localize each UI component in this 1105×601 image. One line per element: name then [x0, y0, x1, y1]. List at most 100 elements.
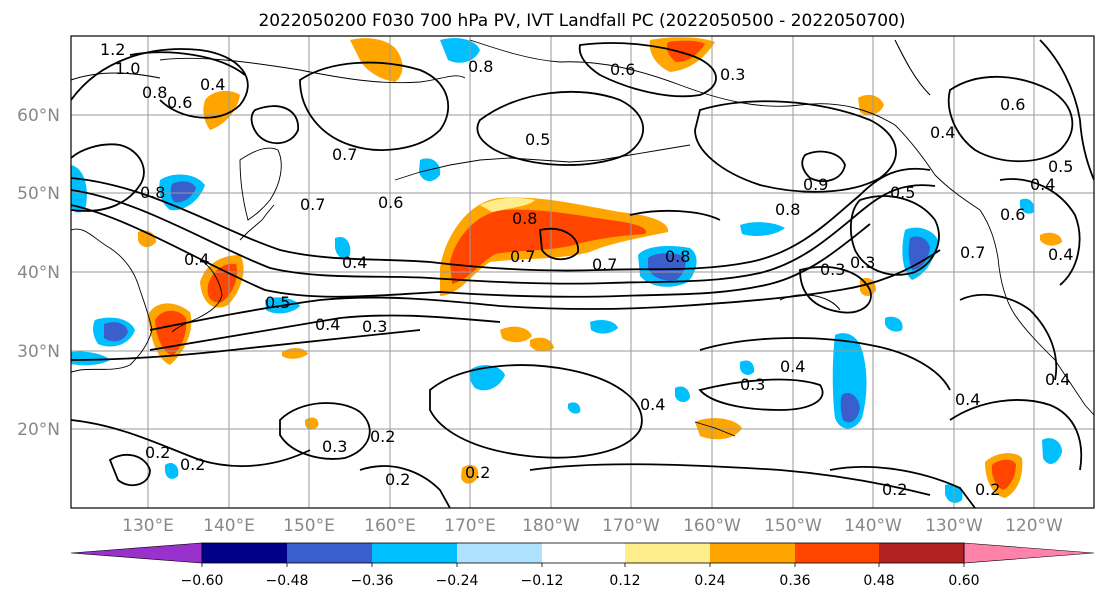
contour-line: [250, 105, 299, 144]
pv-positive-region: [500, 326, 532, 343]
colorbar-tick-label: 0.36: [779, 573, 810, 589]
contour-label: 0.2: [882, 480, 907, 499]
contour-label: 0.2: [385, 470, 410, 489]
contour-line: [279, 402, 371, 460]
aleutian-islands: [394, 144, 691, 181]
contour-label: 0.4: [1048, 245, 1073, 264]
contour-line: [476, 90, 645, 166]
contour-label: 0.4: [780, 357, 805, 376]
contour-label: 0.2: [370, 427, 395, 446]
contour-label: 0.7: [300, 195, 325, 214]
longitude-labels: 130°E 140°E 150°E 160°E 170°E 180°W 170°…: [122, 516, 1063, 536]
colorbar-segment: [287, 543, 372, 563]
pv-negative-region: [1042, 438, 1062, 464]
pv-negative-region: [908, 236, 930, 270]
contour-label: 0.2: [975, 480, 1000, 499]
contour-line: [699, 337, 951, 391]
contour-label: 0.2: [145, 443, 170, 462]
contour-line: [849, 195, 940, 276]
lon-label: 160°E: [364, 516, 416, 536]
contour-label: 0.3: [362, 317, 387, 336]
contour-line: [947, 75, 1074, 163]
lat-label: 60°N: [17, 106, 60, 126]
colorbar-extend-max: [963, 542, 1095, 564]
contour-line: [539, 227, 579, 261]
alaska-coastline: [469, 39, 1094, 416]
contour-label: 0.4: [315, 315, 340, 334]
contour-line: [71, 48, 249, 119]
colorbar-tick-label: 0.60: [948, 573, 979, 589]
contour-label: 0.8: [140, 183, 165, 202]
lon-label: 150°W: [764, 516, 822, 536]
pv-positive-region: [350, 38, 403, 82]
contour-label: 0.5: [525, 130, 550, 149]
pv-negative-region: [885, 316, 903, 332]
hawaii-islands: [694, 421, 736, 437]
pv-negative-region: [840, 392, 860, 423]
colorbar-tick-label: 0.48: [863, 573, 894, 589]
pv-shading: [71, 37, 1062, 503]
colorbar-segment: [795, 543, 879, 563]
contour-label: 0.3: [740, 375, 765, 394]
contour-line: [999, 178, 1081, 286]
pv-positive-region: [666, 40, 705, 62]
contour-label: 1.0: [115, 59, 140, 78]
contour-line: [129, 51, 246, 76]
contour-label: 0.2: [465, 463, 490, 482]
contour-line: [71, 72, 161, 81]
contour-label: 0.4: [184, 250, 209, 269]
contour-line: [149, 249, 941, 331]
pv-negative-region: [568, 402, 581, 414]
pv-negative-region: [648, 253, 686, 281]
lon-label: 170°W: [602, 516, 660, 536]
lon-label: 130°E: [122, 516, 174, 536]
contour-line: [578, 42, 717, 98]
lon-label: 170°E: [444, 516, 496, 536]
lon-label: 180°W: [522, 516, 580, 536]
pv-negative-region: [469, 365, 505, 391]
gridlines: [71, 36, 1094, 508]
colorbar-segment: [625, 543, 710, 563]
latitude-labels: 60°N 50°N 40°N 30°N 20°N: [17, 106, 60, 440]
map-frame: [70, 35, 1095, 509]
contour-label: 0.7: [960, 243, 985, 262]
pv-positive-region: [480, 197, 535, 212]
pv-negative-region: [675, 386, 690, 403]
contour-line: [801, 150, 846, 182]
contour-label: 0.3: [720, 65, 745, 84]
contour-line: [799, 266, 872, 314]
contour-label: 0.5: [890, 183, 915, 202]
pv-negative-region: [740, 360, 755, 375]
pv-positive-region: [450, 209, 646, 284]
contour-label: 0.6: [378, 193, 403, 212]
colorbar-extend-min: [70, 542, 203, 564]
pv-negative-region: [104, 322, 128, 342]
pv-negative-region: [740, 222, 785, 236]
contour-label: 0.4: [200, 75, 225, 94]
pv-positive-region: [530, 337, 554, 352]
contour-label: 0.4: [640, 395, 665, 414]
pv-negative-region: [590, 320, 618, 334]
pv-contours-thin: [71, 39, 931, 311]
colorbar-segment: [202, 543, 287, 563]
contour-line: [108, 453, 151, 487]
lon-label: 140°W: [844, 516, 902, 536]
contour-line: [359, 465, 451, 508]
colorbar-ticks: [201, 563, 965, 567]
lon-label: 120°W: [1005, 516, 1063, 536]
colorbar-tick-label: −0.60: [181, 573, 224, 589]
pv-negative-region: [165, 463, 179, 479]
asia-coastline: [71, 228, 153, 373]
contour-label: 0.4: [955, 390, 980, 409]
contour-label: 0.4: [1030, 175, 1055, 194]
contour-label: 0.5: [1048, 157, 1073, 176]
contour-line: [529, 463, 931, 496]
colorbar-tick-label: −0.24: [436, 573, 479, 589]
contour-line: [894, 39, 931, 96]
contour-label: 1.2: [100, 40, 125, 59]
pv-negative-region: [1020, 198, 1035, 214]
pv-positive-region: [991, 459, 1016, 490]
colorbar-outline: [201, 542, 965, 564]
contour-line: [698, 378, 824, 411]
